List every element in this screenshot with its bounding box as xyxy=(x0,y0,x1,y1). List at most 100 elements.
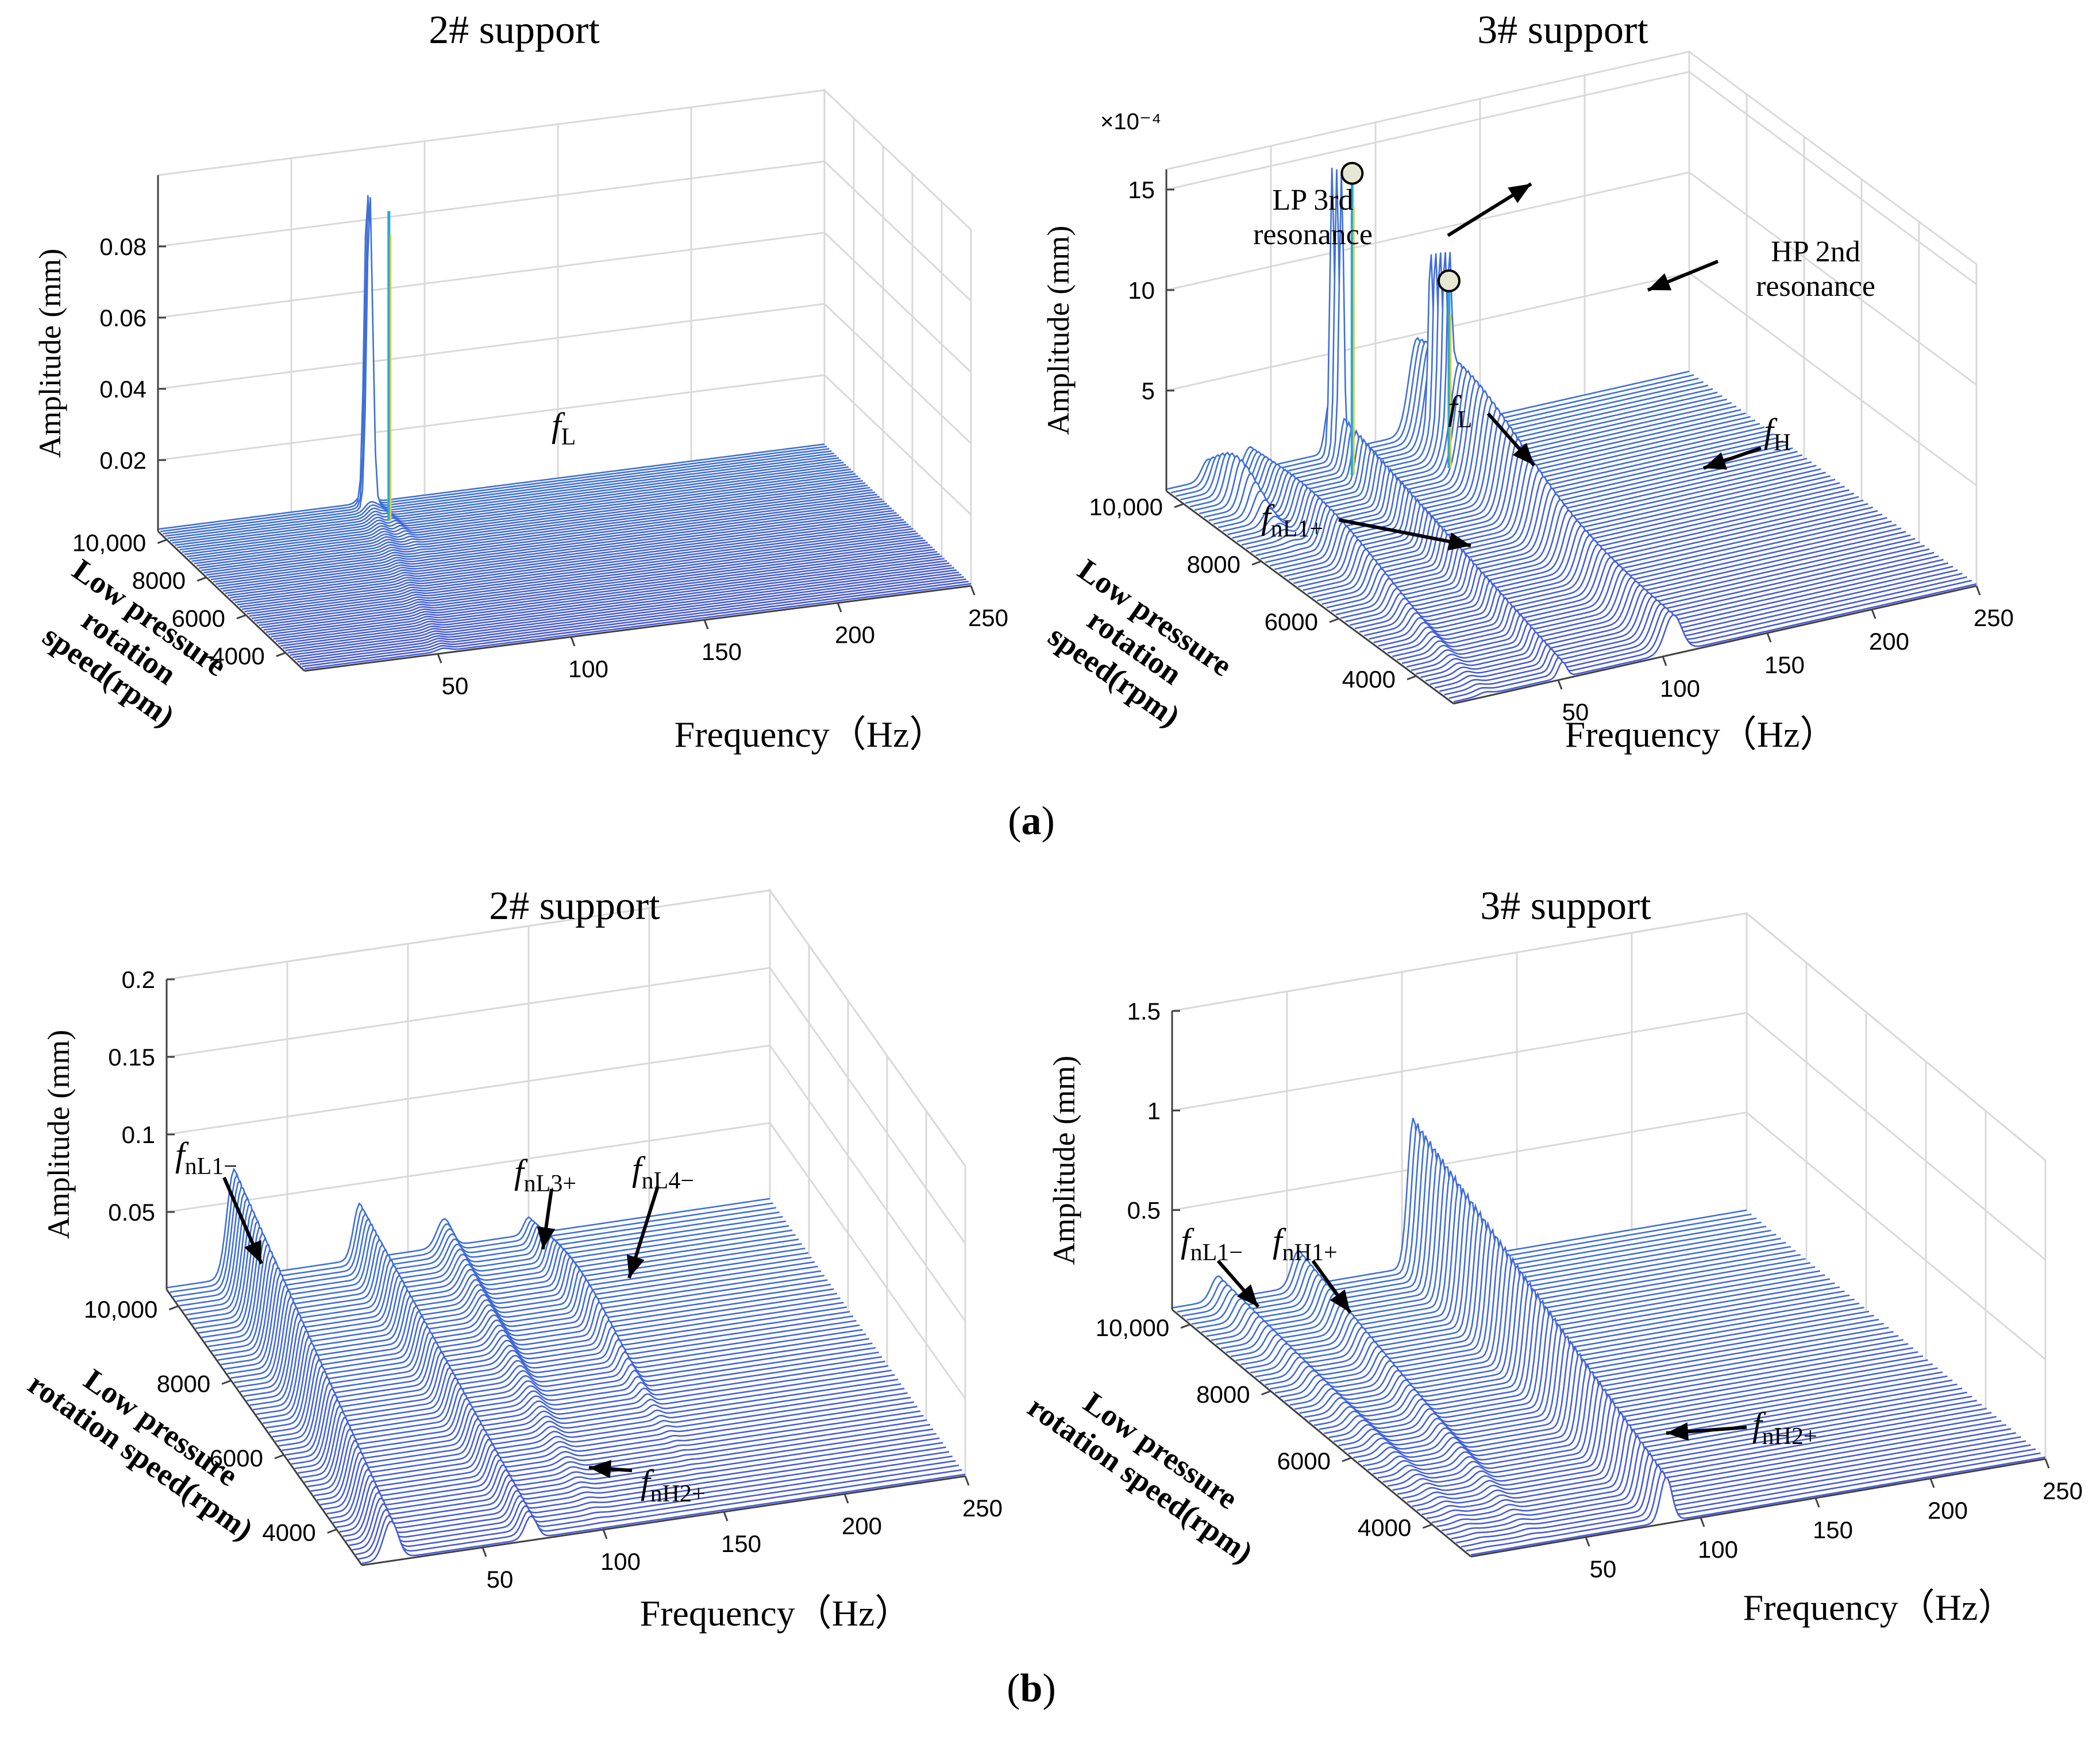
trace-line xyxy=(304,1392,908,1483)
x-tick xyxy=(1557,680,1563,690)
trace-line xyxy=(317,1410,921,1501)
annotation-arrow-shaft xyxy=(1338,518,1471,547)
trace-line xyxy=(249,530,916,617)
trace-line xyxy=(333,1433,937,1524)
x-tick-label: 150 xyxy=(702,638,742,665)
trace-line xyxy=(222,505,890,592)
gridline-z xyxy=(157,374,972,516)
trace-line xyxy=(233,1290,838,1384)
x-tick xyxy=(1766,632,1772,643)
peak-marker xyxy=(1340,161,1364,185)
trace-line xyxy=(310,1401,914,1492)
z-tick-label: 5 xyxy=(1142,377,1155,404)
trace-line xyxy=(157,443,825,530)
annotation-a-left-0: fL xyxy=(552,406,576,450)
axes: 0.5 1 1.5 50 100 150 200 250 4000 6000 8000 10,000 xyxy=(1096,998,2083,1582)
peak-marker xyxy=(1437,269,1461,292)
annotation-arrow-head xyxy=(1236,1284,1258,1307)
y-tick-label: 6000 xyxy=(210,1445,263,1472)
trace-line xyxy=(1314,1287,1889,1426)
y-axis-label: Low pressurerotation speed(rpm) xyxy=(22,1337,280,1547)
annotation-arrow-head xyxy=(244,1240,261,1264)
z-tick-label: 0.15 xyxy=(108,1044,155,1071)
trace-line xyxy=(269,1342,873,1433)
trace-line xyxy=(299,578,966,665)
annotation-arrow-head xyxy=(1704,452,1728,470)
annotation-b-right-1: fnH1+ xyxy=(1273,1222,1352,1314)
trace-line xyxy=(285,1365,889,1456)
trace-line xyxy=(290,569,957,656)
trace-line xyxy=(1427,1420,2002,1519)
trace-line xyxy=(298,1383,901,1474)
trace-line xyxy=(302,581,969,667)
annotation-arrow-head xyxy=(1447,532,1471,551)
annotation-arrow-head xyxy=(537,1226,556,1249)
trace-line xyxy=(214,1254,818,1357)
trace-line xyxy=(189,473,856,560)
trace-line xyxy=(196,480,864,567)
trace-line xyxy=(198,482,866,569)
y-axis xyxy=(157,530,306,672)
x-tick xyxy=(1700,1517,1705,1527)
trace-fill xyxy=(1402,1394,1977,1500)
trace-line xyxy=(224,1272,828,1370)
annotation-a-right-1: HP 2nd resonance xyxy=(1647,236,1875,303)
trace-line xyxy=(278,558,945,644)
z-exponent-label: ×10⁻⁴ xyxy=(1100,109,1161,134)
annotation-line: resonance xyxy=(1253,218,1373,251)
trace-fill xyxy=(1397,1389,1972,1496)
x-tick xyxy=(1975,585,1981,596)
x-tick xyxy=(437,653,442,663)
back-wall-right xyxy=(1745,911,2047,1459)
trace-line xyxy=(294,1379,899,1469)
trace-line xyxy=(1387,1375,1963,1487)
y-tick xyxy=(196,576,207,582)
trace-line xyxy=(234,516,901,604)
trace-line xyxy=(218,500,885,588)
trace-line xyxy=(283,562,950,649)
chart-title: 2# support xyxy=(489,884,660,928)
x-axis xyxy=(361,1475,966,1566)
x-axis-label: Frequency（Hz） xyxy=(1565,714,1837,755)
chart-title: 2# support xyxy=(429,8,600,52)
y-tick-label: 6000 xyxy=(172,605,225,632)
trace-line xyxy=(300,1388,905,1479)
x-tick xyxy=(1585,1537,1590,1547)
trace-line xyxy=(187,470,854,558)
y-tick xyxy=(1180,1323,1190,1329)
chart-b-left: 0.05 0.1 0.15 0.2 50 100 150 200 250 4000 6000 8000… xyxy=(22,884,1003,1634)
trace-line xyxy=(1353,1335,1928,1458)
trace-line xyxy=(1363,1345,1938,1467)
y-axis-label: Low pressurerotationspeed(rpm) xyxy=(1031,552,1238,741)
trace-line xyxy=(1431,1424,2007,1523)
trace-line xyxy=(287,567,954,654)
x-tick-label: 50 xyxy=(487,1566,514,1593)
trace-line xyxy=(182,466,849,553)
waterfall-traces xyxy=(166,1167,966,1565)
y-tick xyxy=(1422,1523,1432,1529)
trace-line xyxy=(208,491,875,578)
annotation-text: fnL4− xyxy=(632,1150,694,1194)
x-axis-label: Frequency（Hz） xyxy=(1743,1587,2015,1628)
trace-fill xyxy=(1255,408,1779,558)
annotation-subscript: L xyxy=(1458,407,1473,433)
trace-fill xyxy=(1298,464,1821,589)
y-tick xyxy=(236,614,246,620)
trace-line xyxy=(1420,558,1944,678)
y-tick-label: 6000 xyxy=(1277,1447,1331,1474)
trace-line xyxy=(1461,1448,2036,1548)
trace-line xyxy=(304,583,972,670)
trace-line xyxy=(201,484,868,572)
trace-fill xyxy=(1260,414,1783,561)
trace-line xyxy=(239,521,907,608)
back-wall-right xyxy=(1688,50,1978,586)
gridline-z xyxy=(166,967,966,1244)
trace-line xyxy=(254,535,921,621)
annotation-arrow-head xyxy=(1508,184,1531,203)
trace-line xyxy=(220,503,887,590)
annotation-a-right-0: LP 3rd resonance xyxy=(1253,182,1532,251)
y-tick-label: 6000 xyxy=(1265,608,1318,635)
z-axis-label: Amplitude (mm) xyxy=(33,249,67,458)
trace-line xyxy=(1453,583,1977,702)
trace-line xyxy=(256,537,923,624)
